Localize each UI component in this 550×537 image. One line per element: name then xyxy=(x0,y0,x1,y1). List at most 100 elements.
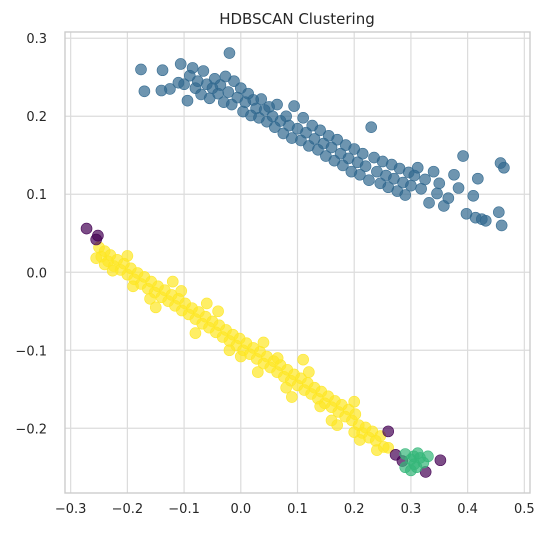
point-blue xyxy=(479,214,492,227)
plot-frame xyxy=(64,31,531,494)
point-blue xyxy=(228,75,240,87)
chart-title: HDBSCAN Clustering xyxy=(219,10,375,28)
point-purple xyxy=(382,425,395,438)
x-tick-label: 0.4 xyxy=(457,502,478,517)
point-blue xyxy=(178,78,190,91)
point-yellow xyxy=(200,297,213,310)
point-yellow xyxy=(371,444,383,456)
x-tick-label: 0.2 xyxy=(344,502,365,517)
point-blue xyxy=(423,197,435,209)
point-blue xyxy=(164,83,176,95)
point-purple xyxy=(434,454,447,467)
point-blue xyxy=(442,192,455,204)
point-yellow xyxy=(189,327,202,339)
point-yellow xyxy=(354,434,366,446)
x-tick-label: 0.0 xyxy=(230,502,251,517)
point-blue xyxy=(411,161,424,174)
point-blue xyxy=(405,179,417,192)
point-blue xyxy=(138,85,151,98)
point-blue xyxy=(498,161,510,174)
x-tick-label: −0.2 xyxy=(112,502,144,517)
point-yellow xyxy=(212,305,224,318)
point-yellow xyxy=(175,285,188,297)
point-yellow xyxy=(121,250,134,262)
x-tick-label: −0.1 xyxy=(168,502,200,517)
point-blue xyxy=(493,206,505,218)
point-blue xyxy=(314,124,326,137)
y-tick-label: 0.2 xyxy=(26,110,47,125)
point-yellow xyxy=(331,419,343,431)
point-yellow xyxy=(314,400,326,413)
point-yellow xyxy=(149,301,162,314)
point-green xyxy=(407,450,420,463)
point-yellow xyxy=(252,366,264,378)
point-blue xyxy=(448,168,460,181)
point-yellow xyxy=(166,275,179,288)
point-yellow xyxy=(257,336,270,349)
point-yellow xyxy=(348,426,361,438)
point-blue xyxy=(174,58,187,70)
point-blue xyxy=(359,160,372,172)
y-tick-labels: −0.2 −0.1 0.0 0.1 0.2 0.3 xyxy=(15,32,47,437)
point-yellow xyxy=(286,391,298,403)
plot-border xyxy=(64,31,531,494)
point-blue xyxy=(297,112,309,124)
point-yellow xyxy=(297,353,309,366)
point-blue xyxy=(399,189,412,201)
point-blue xyxy=(308,133,321,145)
point-yellow xyxy=(382,441,395,454)
point-yellow xyxy=(127,280,139,293)
point-blue xyxy=(419,173,431,186)
point-yellow xyxy=(303,366,315,378)
point-blue xyxy=(365,121,378,133)
point-blue xyxy=(356,147,369,160)
point-yellow xyxy=(349,408,362,421)
y-tick-label: −0.2 xyxy=(15,422,47,437)
y-tick-label: 0.3 xyxy=(26,32,47,47)
point-blue xyxy=(472,172,484,185)
point-yellow xyxy=(90,252,102,265)
point-blue xyxy=(452,182,465,194)
point-blue xyxy=(223,47,236,59)
point-yellow xyxy=(98,258,111,271)
point-yellow xyxy=(106,264,119,277)
x-tick-label: 0.1 xyxy=(287,502,308,517)
point-blue xyxy=(186,62,199,74)
point-yellow xyxy=(271,352,284,364)
point-blue xyxy=(135,63,147,76)
point-yellow xyxy=(223,344,236,357)
point-green xyxy=(399,461,412,474)
point-blue xyxy=(255,93,268,105)
point-blue xyxy=(467,190,480,202)
x-tick-label: 0.5 xyxy=(514,502,535,517)
point-blue xyxy=(495,219,508,232)
point-blue xyxy=(288,100,300,112)
point-blue xyxy=(197,65,210,77)
y-tick-label: 0.0 xyxy=(26,266,47,281)
point-blue xyxy=(457,150,469,162)
point-blue xyxy=(331,133,343,146)
x-tick-labels: −0.3 −0.2 −0.1 0.0 0.1 0.2 0.3 0.4 0.5 xyxy=(55,502,535,517)
point-blue xyxy=(427,165,440,178)
point-yellow xyxy=(144,292,156,305)
point-blue xyxy=(181,94,194,107)
point-yellow xyxy=(348,395,361,408)
point-yellow xyxy=(280,381,292,394)
point-green xyxy=(410,461,423,474)
x-tick-label: −0.3 xyxy=(55,502,87,517)
point-green xyxy=(422,450,434,463)
point-blue xyxy=(325,141,338,154)
point-yellow xyxy=(234,350,247,363)
point-purple xyxy=(80,222,93,235)
point-blue xyxy=(433,177,446,190)
point-blue xyxy=(156,64,169,77)
point-blue xyxy=(363,174,375,187)
point-purple xyxy=(90,233,102,246)
x-tick-label: 0.3 xyxy=(401,502,422,517)
point-blue xyxy=(354,168,366,181)
data-points xyxy=(80,47,510,478)
y-tick-label: −0.1 xyxy=(15,344,47,359)
y-tick-label: 0.1 xyxy=(26,188,47,203)
grid xyxy=(65,32,530,493)
